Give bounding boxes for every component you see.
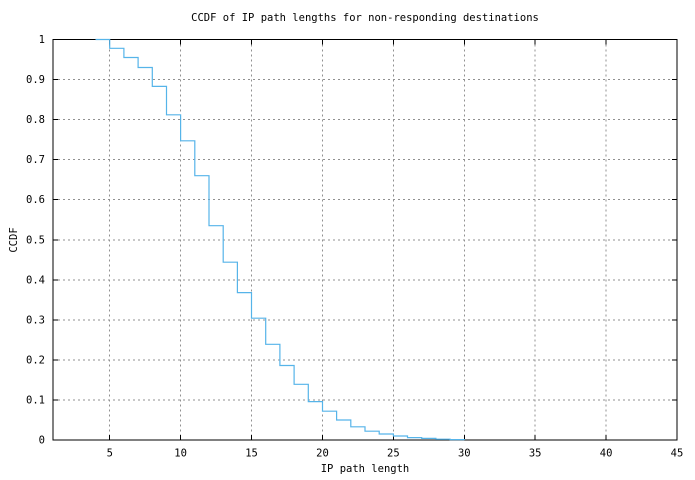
- x-tick-label: 35: [529, 448, 542, 460]
- y-tick-label: 0.7: [26, 154, 45, 166]
- x-tick-label: 40: [600, 448, 613, 460]
- ccdf-step-curve: [95, 38, 465, 441]
- y-tick-label: 0.4: [26, 274, 45, 286]
- x-tick-label: 45: [671, 448, 684, 460]
- y-tick-label: 0.2: [26, 354, 45, 366]
- x-tick-label: 15: [245, 448, 258, 460]
- y-tick-label: 0.1: [26, 394, 45, 406]
- x-tick-label: 10: [174, 448, 187, 460]
- y-tick-label: 0.3: [26, 314, 45, 326]
- x-tick-label: 5: [107, 448, 113, 460]
- y-tick-label: 0.6: [26, 194, 45, 206]
- y-tick-label: 1: [39, 34, 45, 46]
- x-tick-label: 25: [387, 448, 400, 460]
- y-tick-label: 0.9: [26, 74, 45, 86]
- x-tick-label: 20: [316, 448, 329, 460]
- x-axis-label: IP path length: [320, 463, 410, 475]
- y-tick-label: 0.8: [26, 114, 45, 126]
- chart-title: CCDF of IP path lengths for non-respondi…: [191, 12, 539, 24]
- x-tick-label: 30: [458, 448, 471, 460]
- y-tick-label: 0: [39, 435, 45, 447]
- y-tick-label: 0.5: [26, 234, 45, 246]
